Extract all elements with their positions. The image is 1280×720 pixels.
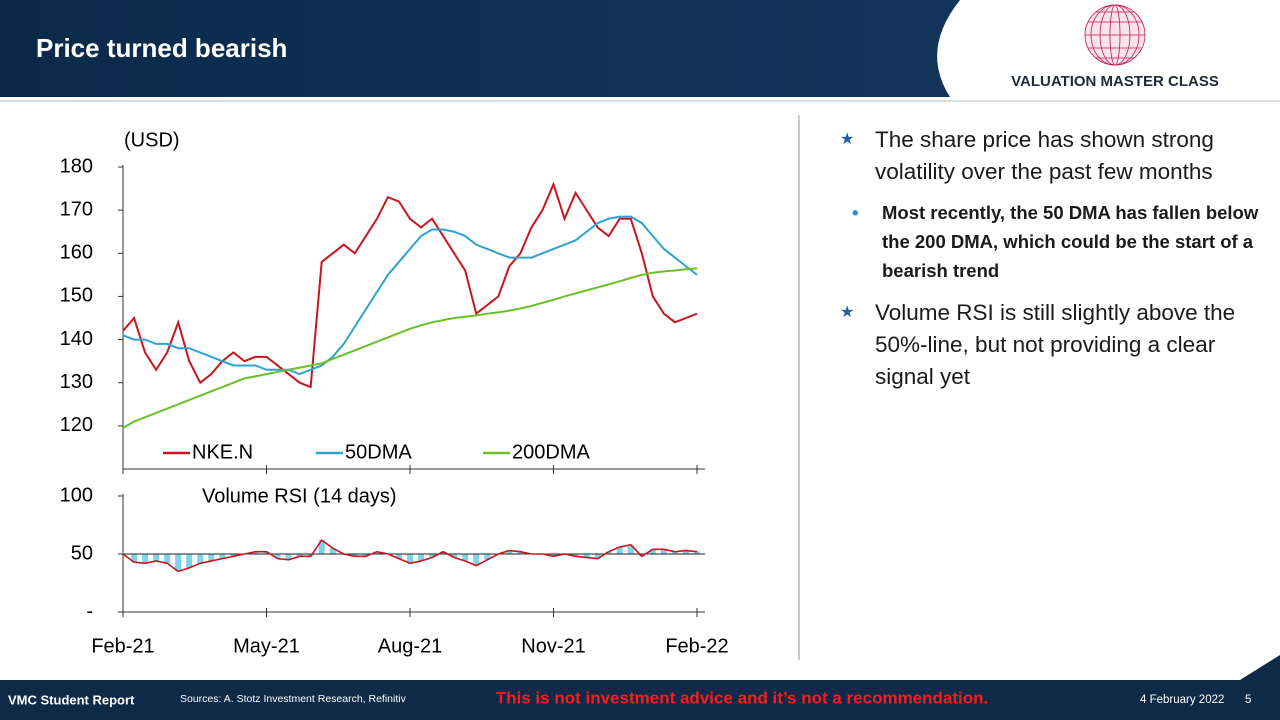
y-tick-label: 100 — [60, 484, 93, 506]
bullet: ★ The share price has shown strong volati… — [840, 124, 1260, 188]
logo-globe — [1084, 4, 1146, 66]
footer-disclaimer: This is not investment advice and it’s n… — [496, 688, 988, 707]
legend-label: 50DMA — [345, 441, 412, 463]
bullet-panel: ★ The share price has shown strong volati… — [840, 124, 1260, 403]
x-tick-label: Feb-21 — [91, 635, 154, 657]
footer-sources: Sources: A. Stotz Investment Research, R… — [180, 693, 407, 705]
y-tick-label: 120 — [60, 414, 93, 436]
bullet: ★ Volume RSI is still slightly above the … — [840, 297, 1260, 393]
y-tick-label: 130 — [60, 371, 93, 393]
footer-page: 5 — [1245, 694, 1251, 706]
y-tick-label: 140 — [60, 328, 93, 350]
series-line — [122, 267, 698, 429]
bullet-icon: ★ — [840, 304, 855, 321]
y-tick-label: 180 — [60, 155, 93, 177]
series-line — [122, 181, 698, 389]
series-line — [122, 215, 698, 376]
x-tick-label: Aug-21 — [378, 635, 443, 657]
slide-title: Price turned bearish — [36, 33, 287, 63]
footer-bar — [0, 680, 1280, 720]
footer-report: VMC Student Report — [8, 692, 135, 707]
y-tick-label: 160 — [60, 242, 93, 264]
logo-text: VALUATION MASTER CLASS — [1011, 73, 1219, 90]
y-tick-label: 170 — [60, 198, 93, 220]
chart-annotation: (USD) — [124, 129, 180, 151]
legend-label: NKE.N — [192, 441, 253, 463]
bullet-icon: ★ — [840, 131, 855, 148]
series-line — [122, 538, 698, 573]
chart-title: Volume RSI (14 days) — [202, 485, 397, 507]
sub-bullet: • Most recently, the 50 DMA has fallen be… — [840, 198, 1260, 285]
x-tick-label: Nov-21 — [521, 635, 585, 657]
y-tick-label: 50 — [71, 542, 93, 564]
x-tick-label: Feb-22 — [665, 635, 728, 657]
footer-corner — [1240, 655, 1280, 680]
y-tick-label: 150 — [60, 285, 93, 307]
bullet-icon: • — [852, 202, 859, 223]
footer-date: 4 February 2022 — [1140, 694, 1224, 706]
y-tick-label: - — [86, 600, 93, 622]
x-tick-label: May-21 — [233, 635, 300, 657]
legend-label: 200DMA — [512, 441, 590, 463]
